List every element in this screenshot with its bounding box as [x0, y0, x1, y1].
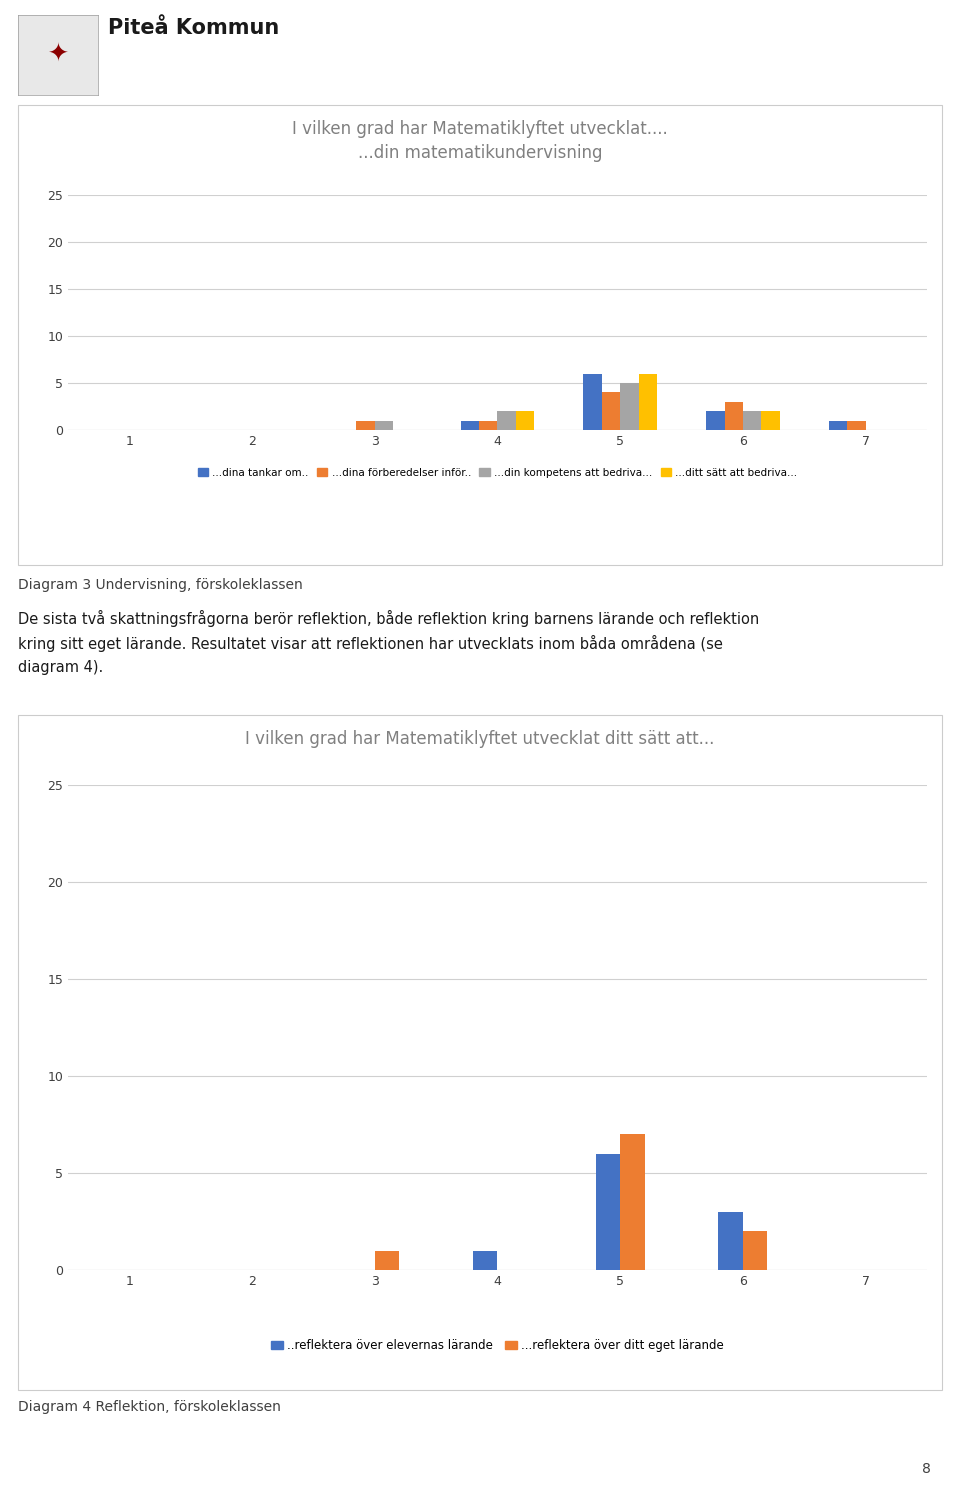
Bar	[602, 392, 620, 429]
Bar	[761, 412, 780, 429]
Bar	[707, 412, 725, 429]
Bar	[638, 374, 657, 429]
Legend: ..reflektera över elevernas lärande, ...reflektera över ditt eget lärande: ..reflektera över elevernas lärande, ...…	[266, 1334, 729, 1357]
Text: I vilken grad har Matematiklyftet utvecklat ditt sätt att...: I vilken grad har Matematiklyftet utveck…	[246, 731, 714, 748]
Bar	[374, 420, 394, 429]
Text: De sista två skattningsfrågorna berör reflektion, både reflektion kring barnens : De sista två skattningsfrågorna berör re…	[18, 610, 759, 674]
Bar	[473, 1251, 497, 1270]
Bar	[516, 412, 535, 429]
Bar	[620, 383, 638, 429]
Text: Diagram 4 Reflektion, förskoleklassen: Diagram 4 Reflektion, förskoleklassen	[18, 1400, 281, 1413]
Bar	[620, 1135, 645, 1270]
Legend: ...dina tankar om.., ...dina förberedelser inför.., ...din kompetens att bedriva: ...dina tankar om.., ...dina förberedels…	[194, 464, 802, 482]
Bar	[718, 1212, 743, 1270]
Bar	[584, 374, 602, 429]
Text: I vilken grad har Matematiklyftet utvecklat....
...din matematikundervisning: I vilken grad har Matematiklyftet utveck…	[292, 119, 668, 161]
Bar	[479, 420, 497, 429]
Bar	[743, 1232, 767, 1270]
Bar	[743, 412, 761, 429]
Bar	[374, 1251, 399, 1270]
Bar	[595, 1154, 620, 1270]
Text: Piteå Kommun: Piteå Kommun	[108, 18, 279, 37]
Bar	[848, 420, 866, 429]
Bar	[461, 420, 479, 429]
Text: ✦: ✦	[47, 43, 68, 67]
Bar	[725, 401, 743, 429]
Text: 8: 8	[923, 1463, 931, 1476]
Bar	[356, 420, 374, 429]
Bar	[497, 412, 516, 429]
Text: Diagram 3 Undervisning, förskoleklassen: Diagram 3 Undervisning, förskoleklassen	[18, 579, 302, 592]
Bar	[828, 420, 848, 429]
